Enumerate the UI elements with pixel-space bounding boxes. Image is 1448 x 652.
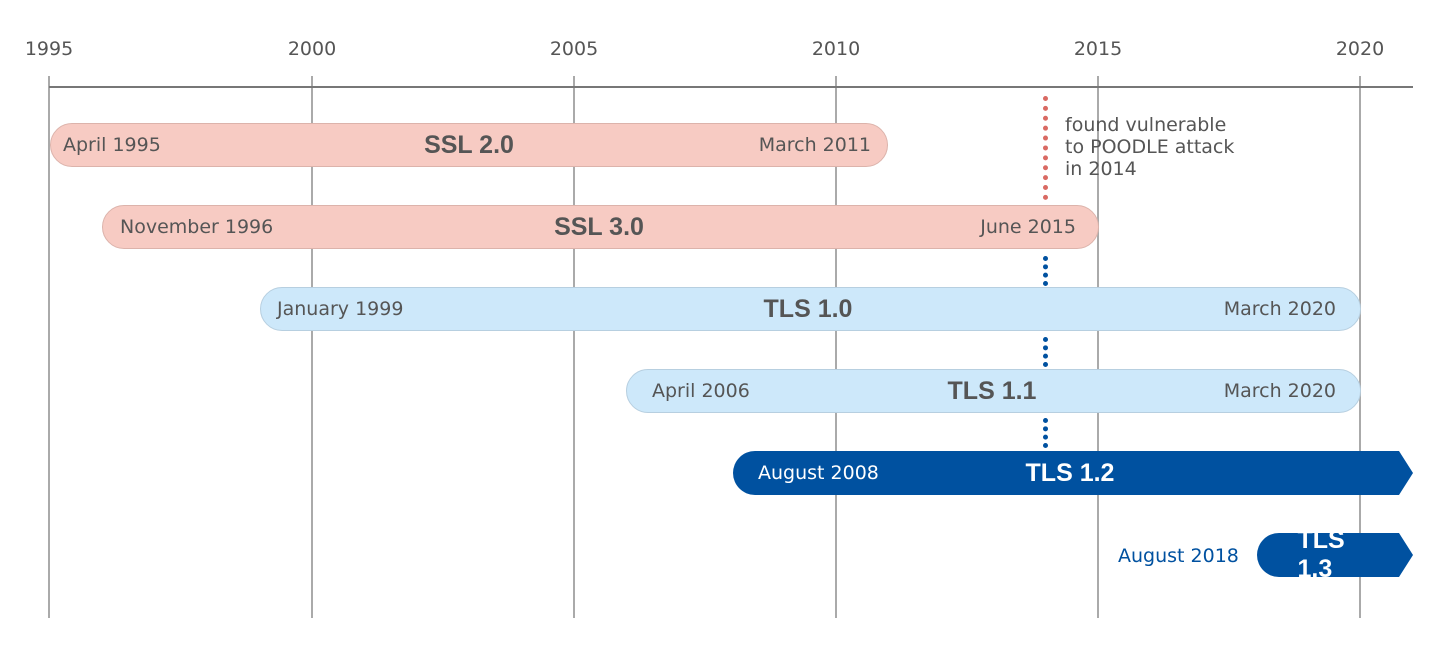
bar-ssl-2-0: April 1995 SSL 2.0 March 2011 [50, 123, 888, 167]
annotation-line: found vulnerable [1065, 114, 1227, 136]
gridline [1359, 76, 1361, 618]
gridline [573, 76, 575, 618]
bar-tls-1-1: April 2006 TLS 1.1 March 2020 [626, 369, 1361, 413]
start-date: August 2018 [1118, 545, 1239, 567]
tick-2015: 2015 [1073, 38, 1123, 60]
connector-dots [1043, 418, 1048, 448]
end-date: March 2011 [758, 134, 871, 156]
tick-1995: 1995 [24, 38, 74, 60]
gridline [1097, 76, 1099, 618]
annotation-line: in 2014 [1065, 158, 1137, 180]
gridline [835, 76, 837, 618]
end-date: March 2020 [1223, 380, 1336, 402]
gridline [48, 76, 50, 618]
poodle-marker [1043, 96, 1048, 200]
annotation-line: to POODLE attack [1065, 136, 1235, 158]
bar-tls-1-2: August 2008 TLS 1.2 [733, 451, 1413, 495]
protocol-name: TLS 1.3 [1297, 526, 1345, 583]
poodle-annotation: found vulnerable to POODLE attack in 201… [1065, 114, 1234, 180]
protocol-name: TLS 1.1 [947, 376, 1037, 405]
bar-tls-1-0: January 1999 TLS 1.0 March 2020 [260, 287, 1361, 331]
protocol-name: TLS 1.0 [763, 294, 853, 323]
gridline [311, 76, 313, 618]
start-date: January 1999 [277, 298, 404, 320]
tick-2005: 2005 [549, 38, 599, 60]
tick-2000: 2000 [287, 38, 337, 60]
connector-dots [1043, 337, 1048, 367]
bar-tls-1-3: TLS 1.3 [1257, 533, 1413, 577]
start-date: April 1995 [63, 134, 161, 156]
start-date: April 2006 [652, 380, 750, 402]
tick-2020: 2020 [1335, 38, 1385, 60]
start-date: August 2008 [758, 462, 879, 484]
tick-2010: 2010 [811, 38, 861, 60]
protocol-name: SSL 2.0 [424, 130, 514, 159]
connector-dots [1043, 256, 1048, 286]
end-date: March 2020 [1223, 298, 1336, 320]
bar-ssl-3-0: November 1996 SSL 3.0 June 2015 [102, 205, 1099, 249]
start-date: November 1996 [120, 216, 274, 238]
time-axis [49, 86, 1413, 88]
protocol-name: SSL 3.0 [554, 212, 644, 241]
end-date: June 2015 [980, 216, 1076, 238]
protocol-name: TLS 1.2 [1025, 458, 1115, 487]
